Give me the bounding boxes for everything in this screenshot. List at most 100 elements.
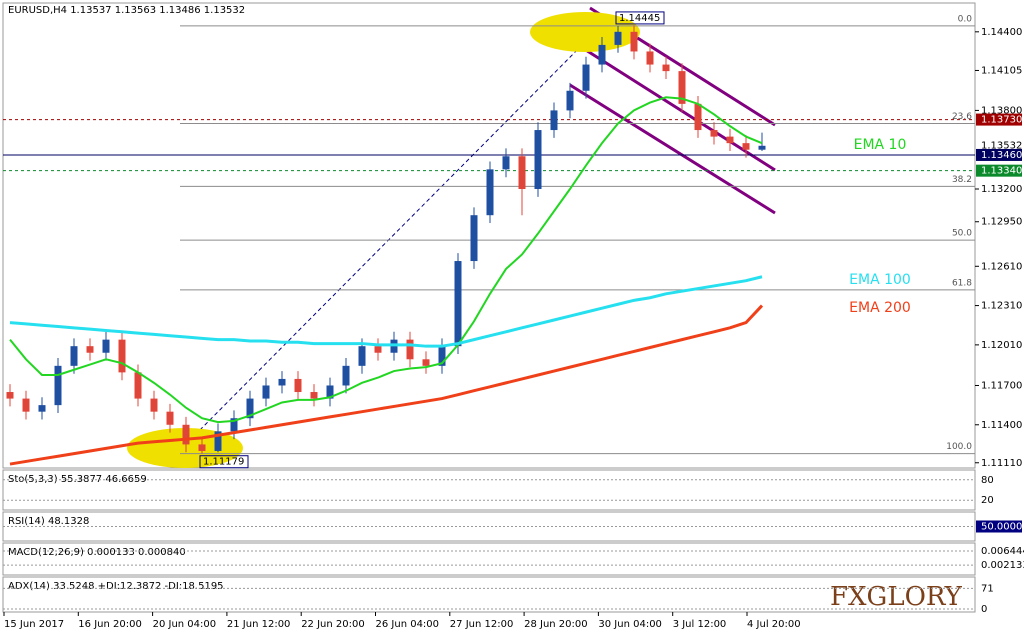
candle-body [342, 365, 350, 386]
indicator-tick-label: 50.0000 [981, 522, 1022, 533]
highlight [530, 12, 640, 52]
candle-body [86, 346, 94, 353]
candle-body [230, 418, 238, 432]
y-tick-label: 1.11700 [981, 380, 1022, 391]
fib-label: 100.0 [946, 442, 972, 452]
x-tick-label: 26 Jun 04:00 [376, 619, 440, 630]
candle-body [598, 44, 606, 65]
annotation-box [615, 11, 665, 25]
fib-label: 50.0 [952, 229, 972, 239]
candle-body [454, 261, 462, 347]
price-label: 1.13730 [981, 115, 1022, 126]
candle-body [198, 444, 206, 451]
fib-label: 61.8 [952, 278, 972, 288]
candle-body [550, 110, 558, 131]
y-tick-label: 1.12610 [981, 261, 1022, 272]
y-tick-label: 1.12010 [981, 340, 1022, 351]
x-tick-label: 27 Jun 12:00 [450, 619, 514, 630]
candle-body [726, 136, 734, 144]
logo: FXGLORY [830, 582, 963, 612]
x-tick-label: 16 Jun 20:00 [78, 619, 142, 630]
legend-label: EMA 10 [854, 137, 907, 153]
indicator-tick-label: 71 [981, 583, 994, 594]
candle-body [646, 51, 654, 65]
price-label: 1.13340 [981, 166, 1022, 177]
candle-body [502, 156, 510, 170]
y-tick-label: 1.12310 [981, 301, 1022, 312]
price-box [976, 164, 1022, 177]
annotation-box [199, 455, 249, 469]
annotation: 1.11179 [203, 457, 244, 468]
candle-body [486, 169, 494, 216]
candle-body [22, 398, 30, 412]
candle-body [758, 145, 766, 150]
y-tick-label: 1.13200 [981, 184, 1022, 195]
candle-body [310, 392, 318, 399]
y-tick-label: 1.11110 [981, 458, 1022, 469]
price-box [976, 148, 1022, 161]
candle-body [470, 215, 478, 262]
y-tick-label: 1.14400 [981, 27, 1022, 38]
y-tick-label: 1.13800 [981, 105, 1022, 116]
candle-body [374, 346, 382, 353]
chart-title: EURUSD,H4 1.13537 1.13563 1.13486 1.1353… [8, 5, 245, 16]
candle-body [518, 156, 526, 189]
price-label: 1.13460 [981, 150, 1022, 161]
x-tick-label: 22 Jun 20:00 [301, 619, 365, 630]
x-tick-label: 15 Jun 2017 [4, 619, 64, 630]
indicator-tick-label: 20 [981, 495, 994, 506]
indicator-header: ADX(14) 33.5248 +DI:12.3872 -DI:18.5195 [8, 581, 224, 592]
indicator-header: MACD(12,26,9) 0.000133 0.000840 [8, 547, 186, 558]
candle-body [566, 90, 574, 111]
indicator-header: RSI(14) 48.1328 [8, 516, 89, 527]
indicator-tick-label: 80 [981, 475, 994, 486]
fib-trend [184, 31, 596, 446]
candle-body [438, 346, 446, 366]
y-tick-label: 1.12950 [981, 217, 1022, 228]
x-tick-label: 30 Jun 04:00 [598, 619, 662, 630]
legend-label: EMA 200 [849, 300, 911, 316]
y-tick-label: 1.14105 [981, 65, 1022, 76]
x-tick-label: 20 Jun 04:00 [153, 619, 217, 630]
x-tick-label: 21 Jun 12:00 [227, 619, 291, 630]
candle-body [582, 64, 590, 91]
fib-label: 23.6 [952, 112, 972, 122]
candle-body [326, 385, 334, 399]
annotation: 1.14445 [619, 13, 660, 24]
indicator-tick-label: 0 [981, 604, 987, 615]
x-tick-label: 4 Jul 20:00 [747, 619, 801, 630]
candle-body [150, 398, 158, 412]
indicator-tick-label: 0.006444 [981, 546, 1024, 557]
candle-body [406, 339, 414, 360]
candle-body [678, 71, 686, 104]
candle-body [166, 411, 174, 425]
ema-line [9, 275, 763, 348]
candle-body [118, 339, 126, 373]
indicator-header: Sto(5,3,3) 55.3877 46.6659 [8, 474, 147, 485]
price-box [976, 113, 1022, 126]
indicator-tick-label: 0.002133 [981, 560, 1024, 571]
candle-body [6, 392, 14, 399]
panel-frames [2, 2, 976, 613]
x-tick-label: 28 Jun 20:00 [524, 619, 588, 630]
candle-body [630, 31, 638, 52]
fib-label: 38.2 [952, 175, 972, 185]
ema-line [9, 304, 764, 466]
price-label: 1.13532 [981, 141, 1022, 152]
x-tick-label: 3 Jul 12:00 [673, 619, 727, 630]
candle-body [102, 339, 110, 353]
candle-body [54, 365, 62, 406]
highlight [127, 428, 243, 468]
candle-body [742, 143, 750, 150]
ema-line [9, 96, 763, 424]
candle-body [614, 31, 622, 45]
candle-body [422, 359, 430, 366]
candle-body [262, 385, 270, 399]
candle-body [278, 378, 286, 386]
candle-body [294, 378, 302, 393]
candle-body [134, 372, 142, 399]
candle-body [694, 103, 702, 131]
candle-body [662, 64, 670, 72]
